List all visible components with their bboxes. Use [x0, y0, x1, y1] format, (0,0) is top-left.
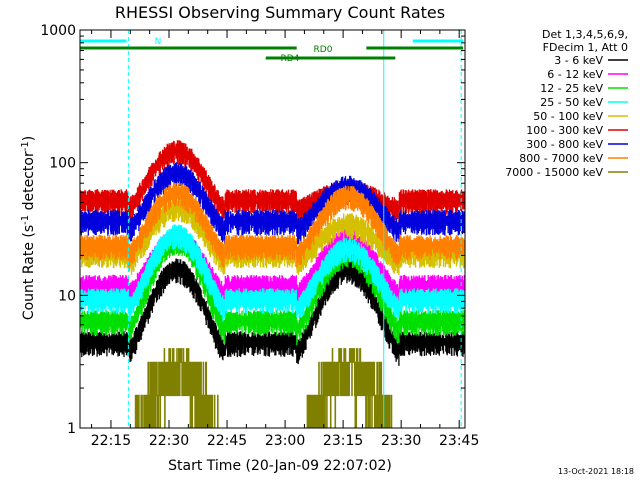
- axes-group: 22:15 22:30 22:45 23:00 23:15 23:30 23:45 1 10 10…: [40, 23, 479, 449]
- x-tick-label-1: 22:30: [149, 433, 189, 449]
- y-tick-label-1: 10: [58, 288, 76, 304]
- flag-label-n: N: [155, 37, 162, 47]
- legend-label-8: 7000 - 15000 keV: [505, 166, 603, 179]
- series-group: [79, 140, 466, 428]
- chart-title: RHESSI Observing Summary Count Rates: [115, 3, 445, 22]
- x-tick-label-3: 23:00: [265, 433, 305, 449]
- legend-label-2: 12 - 25 keV: [540, 82, 603, 95]
- footer-timestamp: 13-Oct-2021 18:18: [558, 467, 634, 476]
- flag-label-rd4: RD4: [281, 54, 300, 64]
- legend-header-1: FDecim 1, Att 0: [543, 41, 628, 54]
- plot-frame: [79, 29, 466, 429]
- series-7000-15000-kev-line: [134, 348, 393, 428]
- y-tick-label-3: 1000: [40, 23, 76, 39]
- legend: Det 1,3,4,5,6,9,FDecim 1, Att 03 - 6 keV…: [505, 28, 628, 179]
- x-axis-label: Start Time (20-Jan-09 22:07:02): [168, 458, 392, 474]
- y-tick-label-0: 1: [67, 421, 76, 437]
- y-tick-label-2: 100: [49, 156, 76, 172]
- flag-label-rd0: RD0: [314, 45, 333, 55]
- x-tick-label-6: 23:45: [439, 433, 479, 449]
- flag-bars-group: N RD0 RD4: [80, 37, 464, 64]
- legend-label-3: 25 - 50 keV: [540, 96, 603, 109]
- legend-label-5: 100 - 300 keV: [526, 124, 603, 137]
- x-tick-label-2: 22:45: [207, 433, 247, 449]
- legend-label-6: 300 - 800 keV: [526, 138, 603, 151]
- legend-label-1: 6 - 12 keV: [547, 68, 603, 81]
- y-axis-label: Count Rate (s-1 detector-1): [20, 136, 37, 320]
- legend-label-4: 50 - 100 keV: [533, 110, 603, 123]
- legend-label-0: 3 - 6 keV: [554, 54, 603, 67]
- legend-label-7: 800 - 7000 keV: [519, 152, 603, 165]
- legend-header-0: Det 1,3,4,5,6,9,: [542, 28, 628, 41]
- x-tick-label-0: 22:15: [91, 433, 131, 449]
- x-tick-label-5: 23:30: [381, 433, 421, 449]
- x-tick-label-4: 23:15: [323, 433, 363, 449]
